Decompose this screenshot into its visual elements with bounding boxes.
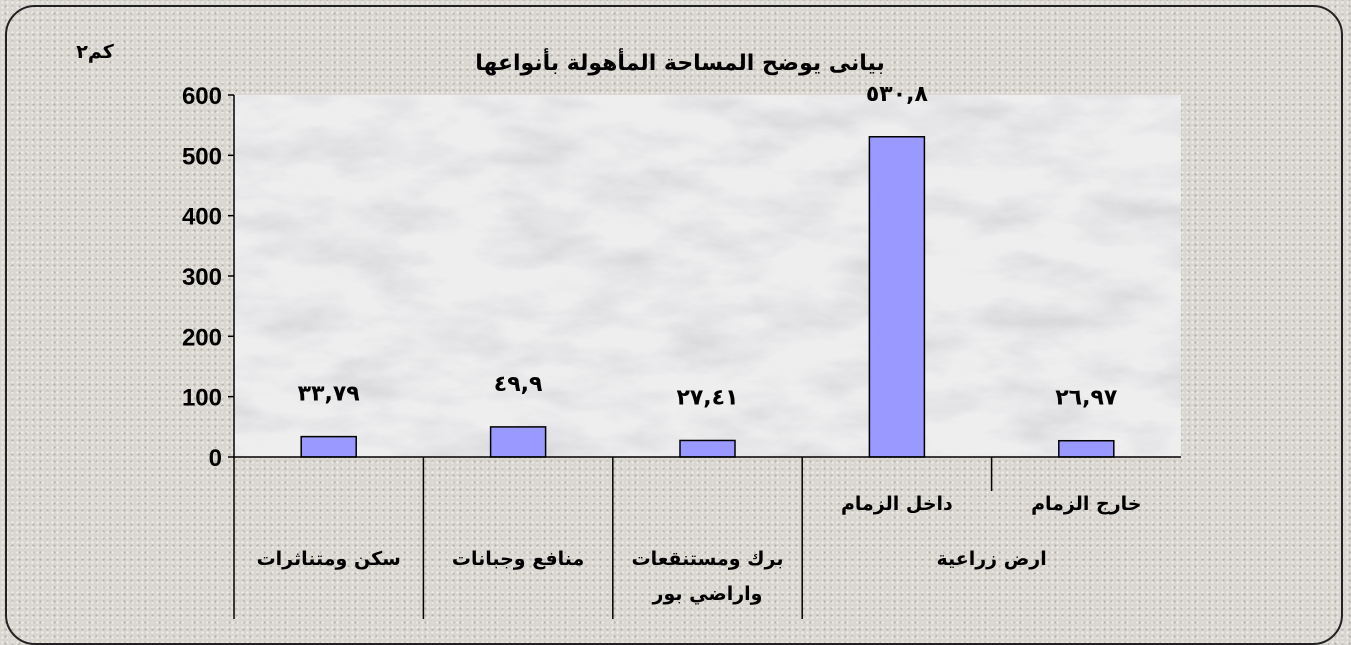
data-label: ٤٩,٩	[494, 372, 543, 397]
bar-chart: بيانى يوضح المساحة المأهولة بأنواعها كم٢…	[76, 41, 1181, 619]
chart-title: بيانى يوضح المساحة المأهولة بأنواعها	[475, 47, 885, 76]
category-label: سكن ومتناثرات	[257, 548, 401, 570]
category-label: داخل الزمام	[841, 493, 953, 515]
data-label: ٢٧,٤١	[676, 385, 738, 410]
y-tick-label: 600	[182, 83, 222, 110]
unit-label: كم٢	[76, 41, 115, 63]
y-tick-label: 400	[182, 204, 222, 231]
y-tick-label: 200	[182, 324, 222, 351]
y-axis: 0 100 200 300 400 500 600	[182, 83, 235, 472]
y-tick-label: 0	[209, 445, 222, 472]
category-group-label: ارض زراعية	[936, 548, 1046, 570]
category-label: خارج الزمام	[1031, 493, 1141, 515]
bar	[1058, 439, 1115, 458]
bar	[679, 439, 736, 458]
x-axis: سكن ومتناثرات منافع وجبانات برك ومستنقعات و…	[233, 456, 1181, 619]
data-label: ٢٦,٩٧	[1055, 386, 1118, 411]
y-tick-label: 100	[182, 385, 222, 412]
bars: ٣٣,٧٩ ٤٩,٩ ٢٧,٤١ ٥٣٠,٨ ٢٦,٩٧	[298, 82, 1118, 458]
category-label: برك ومستنقعات	[631, 548, 783, 570]
category-label: منافع وجبانات	[452, 548, 584, 570]
data-label: ٥٣٠,٨	[866, 82, 929, 107]
data-label: ٣٣,٧٩	[298, 382, 360, 407]
bar	[868, 136, 926, 458]
y-tick-label: 500	[182, 143, 222, 170]
bar	[489, 426, 547, 458]
bar	[300, 435, 357, 458]
category-label: واراضي بور	[652, 583, 763, 605]
y-tick-label: 300	[182, 264, 222, 291]
plot-area	[234, 95, 1181, 457]
